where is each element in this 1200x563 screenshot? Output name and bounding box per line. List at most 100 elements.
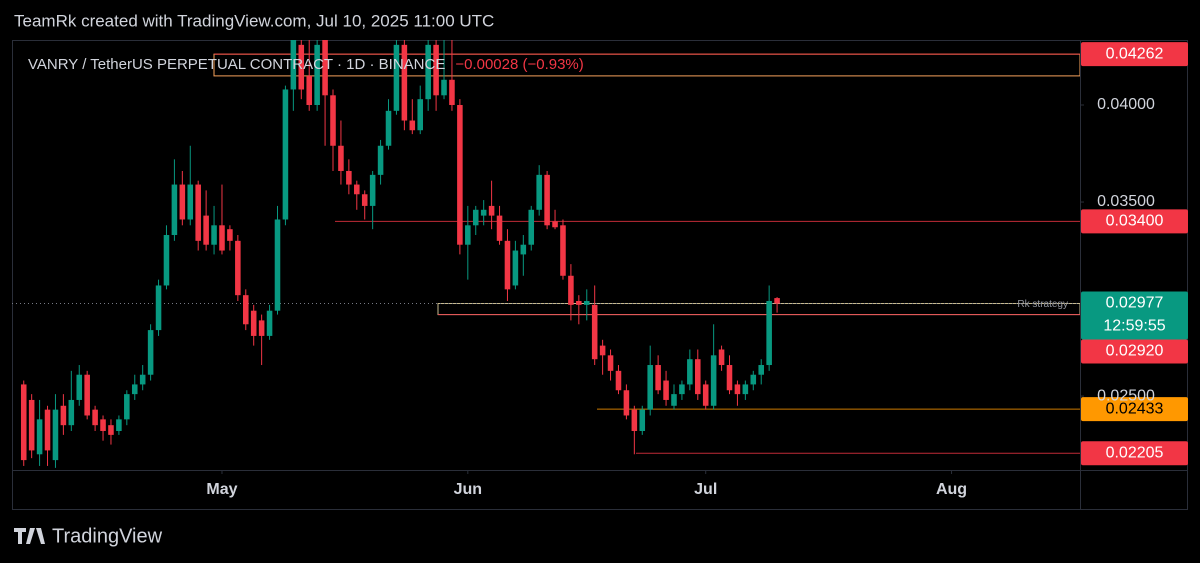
candle-body (131, 384, 138, 395)
candle-body (671, 394, 677, 406)
candle-body (472, 209, 479, 226)
y-tick-label: 0.04000 (1097, 96, 1155, 113)
candle-body (615, 370, 622, 391)
level-badge (1081, 397, 1188, 422)
candle-body (108, 425, 114, 435)
candle-body (679, 384, 685, 395)
overlay: 0.02977 12:59:55 0.04262 0.03400 0.02920 0.02… (1081, 42, 1188, 466)
candle-body (480, 209, 487, 216)
candle-body (607, 355, 614, 371)
candle-body (266, 310, 273, 336)
candle-body (758, 365, 764, 375)
logo (14, 528, 45, 544)
candle-body (377, 145, 384, 175)
level-label: 0.02205 (1106, 445, 1164, 462)
candle-body (631, 409, 638, 431)
candle-body (314, 44, 320, 106)
level-badge (1081, 209, 1188, 234)
last-price-label: 0.02977 (1106, 295, 1164, 312)
candle-body (401, 44, 408, 121)
candle-body (36, 419, 43, 455)
candle-body (346, 170, 352, 185)
candle-body (282, 89, 289, 220)
candle-body (718, 349, 725, 366)
plot-area: Rk strategy (12, 40, 1080, 468)
candle-body (385, 110, 392, 146)
level-label: 0.03400 (1106, 213, 1164, 230)
symbol-legend: VANRY / TetherUS PERPETUAL CONTRACT · 1D… (28, 56, 445, 73)
candle-body (536, 174, 542, 210)
level-badge (1081, 42, 1188, 67)
candle-body (655, 365, 661, 391)
candle-body (227, 229, 233, 241)
candle-body (298, 44, 305, 90)
candle-body (726, 365, 733, 391)
candle-body (20, 384, 27, 461)
candle-body (433, 44, 439, 96)
candle-body (100, 419, 106, 431)
candle-body (60, 405, 67, 426)
candle-body (560, 225, 566, 276)
candle-body (258, 320, 265, 336)
candle-body (28, 399, 35, 451)
candle-body (195, 184, 201, 241)
candle-body (695, 359, 701, 395)
candle-body (465, 225, 471, 245)
candle-body (306, 75, 312, 106)
candle-body (766, 300, 772, 366)
header: TeamRk created with TradingView.com, Jul… (14, 11, 494, 30)
y-tick-label: 0.03500 (1097, 193, 1155, 210)
candle-body (504, 240, 511, 290)
candle-body (84, 374, 90, 416)
candle-body (369, 174, 376, 206)
candle-body (528, 209, 535, 245)
candle-body (338, 145, 344, 171)
candle-body (496, 215, 503, 241)
candle-body (409, 120, 416, 131)
candle-body (187, 184, 194, 220)
candle-body (235, 240, 241, 296)
candle-body (250, 310, 257, 336)
candle-body (647, 365, 653, 410)
candle-body (242, 295, 249, 325)
x-tick-label: Aug (936, 481, 967, 498)
candle-body (92, 409, 98, 426)
candle-body (417, 99, 424, 131)
candle-body (576, 300, 582, 305)
frame (12, 40, 1188, 510)
candle-body (512, 250, 519, 286)
candle-body (687, 359, 693, 385)
candle-body (449, 79, 455, 106)
candle-body (710, 355, 717, 406)
candle-body (219, 225, 225, 251)
candle-body (330, 95, 336, 146)
candle-body (591, 304, 598, 360)
level-badge (1081, 441, 1188, 466)
candle-body (52, 409, 59, 461)
zone-label: Rk strategy (1017, 299, 1068, 310)
level-label: 0.02433 (1106, 400, 1164, 417)
candle-body (552, 221, 558, 228)
candle-body (124, 394, 130, 420)
candle-body (179, 184, 186, 220)
candle-body (750, 374, 757, 385)
x-tick-label: Jun (454, 481, 482, 498)
candle-body (393, 44, 400, 111)
candle-body (44, 409, 51, 451)
candle-body (734, 384, 741, 395)
candle-body (171, 184, 178, 236)
logo-mark (14, 528, 45, 544)
candle-body (354, 184, 360, 195)
candle-body (147, 330, 154, 375)
candle-body (203, 215, 209, 245)
candle-body (457, 105, 463, 245)
footer-brand: TradingView (52, 525, 163, 547)
candle-body (520, 244, 527, 255)
candle-body (623, 390, 630, 416)
candle-body (155, 285, 162, 331)
candle-body (774, 298, 780, 304)
x-tick-label: Jul (694, 481, 717, 498)
x-tick-label: May (206, 481, 237, 498)
